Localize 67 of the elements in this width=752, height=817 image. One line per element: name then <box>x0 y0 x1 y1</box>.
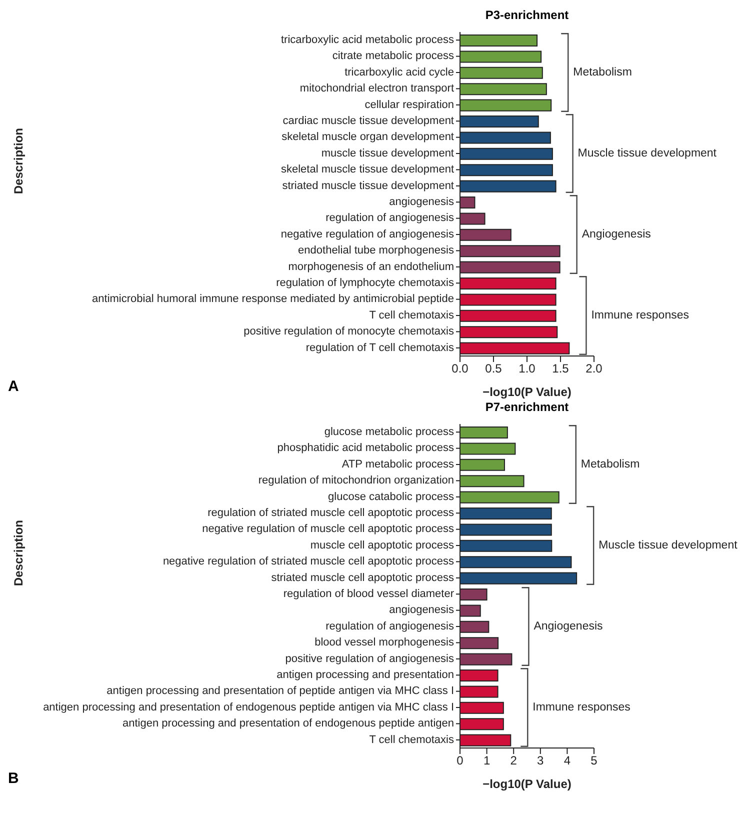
x-tick-label: 3 <box>537 754 544 768</box>
x-tick-label: 2 <box>510 754 518 768</box>
y-tick-label: positive regulation of angiogenesis <box>285 652 454 665</box>
annotation: Immune responses <box>532 702 631 714</box>
x-tick-label: 2.0 <box>586 362 603 376</box>
y-tick-label: citrate metabolic process <box>332 50 454 62</box>
x-axis-title: −log10(P Value) <box>482 777 572 791</box>
annotation: Angiogenesis <box>534 620 604 633</box>
annotation: Angiogenesis <box>582 228 652 241</box>
annotation: Immune responses <box>591 310 690 322</box>
y-tick-label: glucose catabolic process <box>328 490 454 503</box>
annotation: Metabolism <box>580 458 640 471</box>
chart-title: P3-enrichment <box>484 8 570 22</box>
y-tick-label: T cell chemotaxis <box>369 734 454 746</box>
y-tick-label: regulation of lymphocyte chemotaxis <box>276 277 454 290</box>
y-axis-title: Description <box>11 520 26 586</box>
y-tick-label: regulation of T cell chemotaxis <box>306 342 454 354</box>
y-tick-label: regulation of blood vessel diameter <box>283 588 454 600</box>
y-tick-label: blood vessel morphogenesis <box>314 636 454 649</box>
y-tick-label: antigen processing and presentation <box>276 669 454 682</box>
y-tick-label: angiogenesis <box>389 196 454 208</box>
y-tick-label: antimicrobial humoral immune response mediated by antimicrobial peptide <box>92 293 454 306</box>
y-tick-label: positive regulation of monocyte chemotaxis <box>244 326 454 338</box>
y-tick-label: regulation of striated muscle cell apoptotic process <box>208 507 454 520</box>
y-tick-label: antigen processing and presentation of endogenous peptide antigen <box>122 718 454 730</box>
y-tick-label: glucose metabolic process <box>324 426 454 438</box>
y-tick-label: negative regulation of striated muscle cell apoptotic process <box>162 556 454 568</box>
y-tick-label: negative regulation of angiogenesis <box>280 228 454 240</box>
y-tick-label: morphogenesis of an endothelium <box>288 260 454 273</box>
y-tick-label: tricarboxylic acid metabolic process <box>280 34 454 46</box>
x-axis-title: −log10(P Value) <box>482 385 572 399</box>
y-tick-label: regulation of angiogenesis <box>326 212 454 224</box>
y-tick-label: skeletal muscle organ development <box>282 131 454 144</box>
text: B <box>8 770 19 787</box>
y-tick-label: tricarboxylic acid cycle <box>344 66 454 78</box>
y-tick-label: skeletal muscle tissue development <box>280 164 454 176</box>
x-tick-label: 1.5 <box>552 362 570 376</box>
y-tick-label: muscle cell apoptotic process <box>310 539 454 552</box>
y-tick-label: mitochondrial electron transport <box>300 82 454 95</box>
y-tick-label: antigen processing and presentation of endogenous peptide antigen via MHC class I <box>43 701 454 714</box>
y-tick-label: muscle tissue development <box>321 147 454 160</box>
text: A <box>8 378 19 395</box>
y-axis-title: Description <box>11 128 26 194</box>
x-tick-label: 0.5 <box>485 362 502 376</box>
y-tick-label: ATP metabolic process <box>342 458 454 470</box>
x-tick-label: 0.0 <box>452 362 469 376</box>
y-tick-label: regulation of mitochondrion organization <box>258 474 454 487</box>
x-tick-label: 5 <box>590 754 598 768</box>
y-tick-label: striated muscle cell apoptotic process <box>271 572 454 584</box>
y-tick-label: angiogenesis <box>389 604 454 616</box>
x-tick-label: 1.0 <box>518 362 536 376</box>
y-tick-label: endothelial tube morphogenesis <box>298 244 454 257</box>
y-tick-label: cardiac muscle tissue development <box>282 115 454 128</box>
y-tick-label: negative regulation of muscle cell apoptotic process <box>202 523 454 536</box>
text: Muscle tissue development <box>598 540 738 552</box>
y-tick-label: cellular respiration <box>364 98 454 111</box>
y-tick-label: regulation of angiogenesis <box>326 620 454 632</box>
y-tick-label: striated muscle tissue development <box>282 180 454 192</box>
annotation: Metabolism <box>573 66 632 79</box>
y-tick-label: phosphatidic acid metabolic process <box>277 442 454 454</box>
chart-title: P7-enrichment <box>484 400 570 414</box>
x-tick-label: 0 <box>456 754 464 768</box>
y-tick-label: antigen processing and presentation of peptide antigen via MHC class I <box>106 685 454 698</box>
y-tick-label: T cell chemotaxis <box>369 309 454 322</box>
x-tick-label: 1 <box>483 754 490 768</box>
x-tick-label: 4 <box>564 754 571 768</box>
annotation: Muscle tissue development <box>578 148 718 160</box>
